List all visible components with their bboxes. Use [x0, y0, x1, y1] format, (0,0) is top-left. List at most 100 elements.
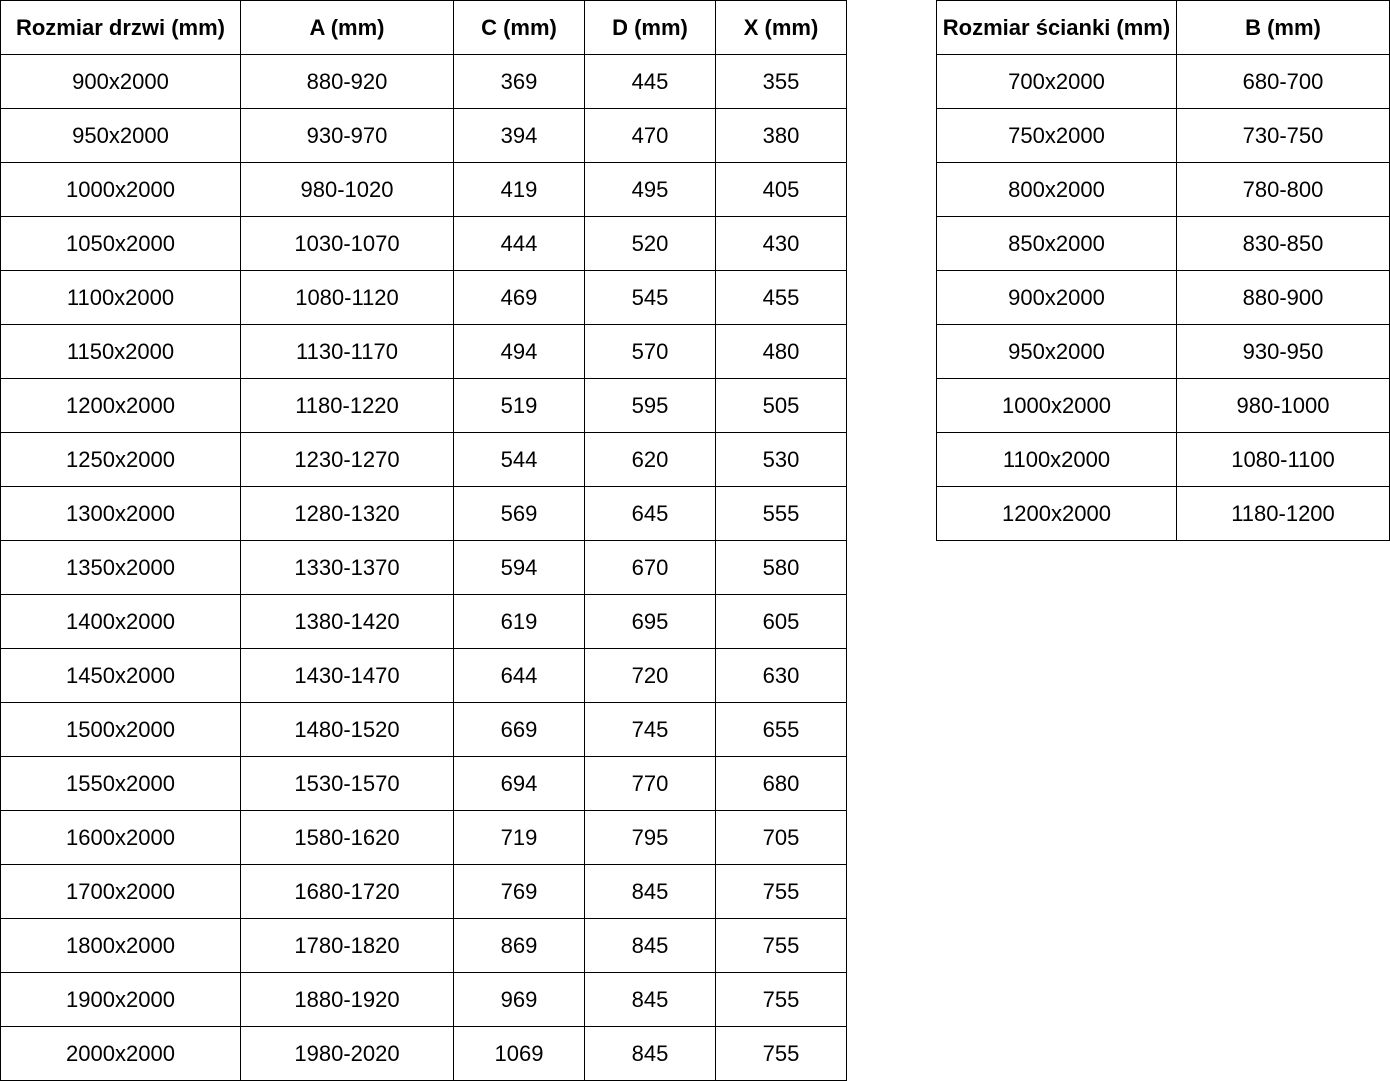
- table-cell: 430: [715, 216, 847, 271]
- table-cell: 1200x2000: [0, 378, 241, 433]
- table-cell: 950x2000: [936, 324, 1177, 379]
- table-cell: 569: [453, 486, 585, 541]
- table-cell: 519: [453, 378, 585, 433]
- table-cell: 1350x2000: [0, 540, 241, 595]
- table-row: 1100x2000 1080-1100: [936, 432, 1390, 487]
- table-row: 1300x2000 1280-1320 569 645 555: [0, 486, 847, 541]
- table-cell: 1000x2000: [0, 162, 241, 217]
- table-row: 950x2000 930-970 394 470 380: [0, 108, 847, 163]
- table-cell: 780-800: [1176, 162, 1390, 217]
- table-cell: 595: [584, 378, 716, 433]
- table-cell: 769: [453, 864, 585, 919]
- table-row: 900x2000 880-900: [936, 270, 1390, 325]
- table-cell: 594: [453, 540, 585, 595]
- table-cell: 1430-1470: [240, 648, 454, 703]
- table-row: 800x2000 780-800: [936, 162, 1390, 217]
- table-cell: 394: [453, 108, 585, 163]
- table-row: 1550x2000 1530-1570 694 770 680: [0, 756, 847, 811]
- table-row: 2000x2000 1980-2020 1069 845 755: [0, 1026, 847, 1081]
- header-row: Rozmiar ścianki (mm) B (mm): [936, 0, 1390, 55]
- table-cell: 1180-1220: [240, 378, 454, 433]
- table-cell: 680-700: [1176, 54, 1390, 109]
- table-cell: 845: [584, 864, 716, 919]
- table-cell: 1080-1120: [240, 270, 454, 325]
- table-cell: 544: [453, 432, 585, 487]
- table-cell: 755: [715, 918, 847, 973]
- table-cell: 405: [715, 162, 847, 217]
- table-cell: 369: [453, 54, 585, 109]
- table-row: 1350x2000 1330-1370 594 670 580: [0, 540, 847, 595]
- table-cell: 969: [453, 972, 585, 1027]
- table-cell: 444: [453, 216, 585, 271]
- column-header: C (mm): [453, 0, 585, 55]
- column-header: D (mm): [584, 0, 716, 55]
- table-cell: 930-970: [240, 108, 454, 163]
- table-cell: 869: [453, 918, 585, 973]
- table-cell: 380: [715, 108, 847, 163]
- table-cell: 980-1000: [1176, 378, 1390, 433]
- table-row: 900x2000 880-920 369 445 355: [0, 54, 847, 109]
- table-cell: 1100x2000: [936, 432, 1177, 487]
- table-cell: 670: [584, 540, 716, 595]
- table-cell: 1069: [453, 1026, 585, 1081]
- table-cell: 1080-1100: [1176, 432, 1390, 487]
- table-cell: 669: [453, 702, 585, 757]
- table-cell: 1130-1170: [240, 324, 454, 379]
- table-cell: 1800x2000: [0, 918, 241, 973]
- table-row: 1000x2000 980-1000: [936, 378, 1390, 433]
- table-row: 1000x2000 980-1020 419 495 405: [0, 162, 847, 217]
- column-header: B (mm): [1176, 0, 1390, 55]
- table-cell: 605: [715, 594, 847, 649]
- table-row: 1700x2000 1680-1720 769 845 755: [0, 864, 847, 919]
- table-cell: 620: [584, 432, 716, 487]
- table-cell: 555: [715, 486, 847, 541]
- table-cell: 850x2000: [936, 216, 1177, 271]
- table-cell: 1500x2000: [0, 702, 241, 757]
- table-row: 1150x2000 1130-1170 494 570 480: [0, 324, 847, 379]
- table-row: 1250x2000 1230-1270 544 620 530: [0, 432, 847, 487]
- table-cell: 495: [584, 162, 716, 217]
- table-row: 1100x2000 1080-1120 469 545 455: [0, 270, 847, 325]
- table-row: 1400x2000 1380-1420 619 695 605: [0, 594, 847, 649]
- table-cell: 1330-1370: [240, 540, 454, 595]
- table-cell: 619: [453, 594, 585, 649]
- column-header: Rozmiar ścianki (mm): [936, 0, 1177, 55]
- table-cell: 900x2000: [0, 54, 241, 109]
- table-cell: 655: [715, 702, 847, 757]
- table-cell: 1550x2000: [0, 756, 241, 811]
- table-cell: 1280-1320: [240, 486, 454, 541]
- table-cell: 845: [584, 918, 716, 973]
- table-cell: 480: [715, 324, 847, 379]
- table-row: 1200x2000 1180-1200: [936, 486, 1390, 541]
- table-cell: 494: [453, 324, 585, 379]
- table-cell: 469: [453, 270, 585, 325]
- table-cell: 1900x2000: [0, 972, 241, 1027]
- table-cell: 1580-1620: [240, 810, 454, 865]
- table-cell: 2000x2000: [0, 1026, 241, 1081]
- table-row: 1200x2000 1180-1220 519 595 505: [0, 378, 847, 433]
- table-row: 1600x2000 1580-1620 719 795 705: [0, 810, 847, 865]
- table-cell: 1600x2000: [0, 810, 241, 865]
- table-cell: 705: [715, 810, 847, 865]
- table-cell: 355: [715, 54, 847, 109]
- door-size-table: Rozmiar drzwi (mm) A (mm) C (mm) D (mm) X (m…: [0, 0, 847, 1081]
- table-cell: 645: [584, 486, 716, 541]
- table-row: 1800x2000 1780-1820 869 845 755: [0, 918, 847, 973]
- table-cell: 770: [584, 756, 716, 811]
- table-cell: 1380-1420: [240, 594, 454, 649]
- table-cell: 1100x2000: [0, 270, 241, 325]
- table-cell: 1450x2000: [0, 648, 241, 703]
- table-cell: 1300x2000: [0, 486, 241, 541]
- table-cell: 445: [584, 54, 716, 109]
- table-cell: 1680-1720: [240, 864, 454, 919]
- header-row: Rozmiar drzwi (mm) A (mm) C (mm) D (mm) X (m…: [0, 0, 847, 55]
- table-cell: 520: [584, 216, 716, 271]
- table-cell: 719: [453, 810, 585, 865]
- table-cell: 1180-1200: [1176, 486, 1390, 541]
- table-row: 850x2000 830-850: [936, 216, 1390, 271]
- table-cell: 695: [584, 594, 716, 649]
- table-cell: 830-850: [1176, 216, 1390, 271]
- table-cell: 505: [715, 378, 847, 433]
- table-cell: 1780-1820: [240, 918, 454, 973]
- table-cell: 1880-1920: [240, 972, 454, 1027]
